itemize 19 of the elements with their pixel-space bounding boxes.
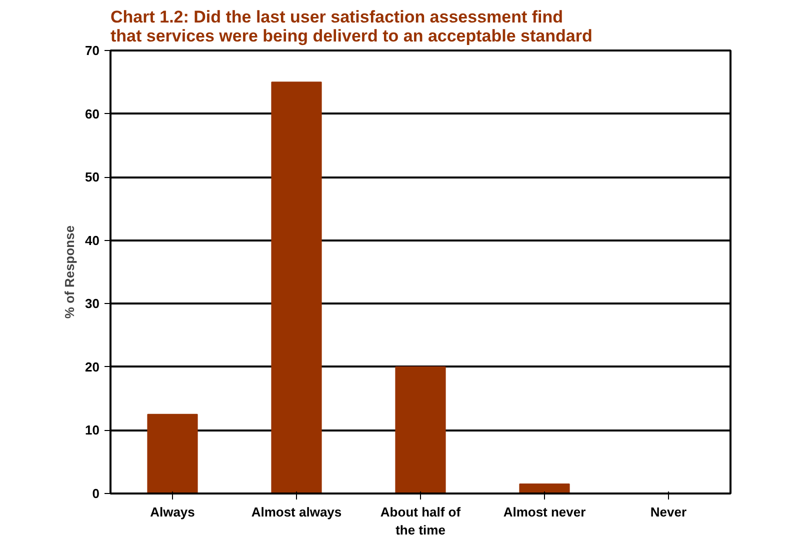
x-tick-label: Never [650, 504, 687, 520]
bar [395, 366, 446, 494]
chart-title: Chart 1.2: Did the last user satisfaction assessment find that services were being deliverd to an acceptable standard [110, 8, 592, 46]
y-tick-label: 10 [85, 422, 100, 438]
y-axis-title: % of Response [62, 225, 78, 319]
bar [147, 414, 198, 494]
y-tick-label: 0 [92, 486, 100, 501]
y-tick-label: 50 [85, 170, 100, 185]
y-tick-label: 60 [85, 106, 100, 122]
x-tick-label: Almost never [503, 504, 586, 520]
y-tick-label: 70 [85, 43, 100, 58]
x-tick-label: Always [150, 504, 195, 520]
y-tick-label: 30 [85, 296, 100, 312]
y-tick-label: 20 [85, 359, 100, 374]
x-tick-label: About half of the time [380, 504, 462, 538]
x-tick-label: Almost always [251, 504, 342, 520]
bar [519, 484, 570, 494]
bar [271, 82, 322, 494]
y-tick-label: 40 [85, 232, 100, 248]
